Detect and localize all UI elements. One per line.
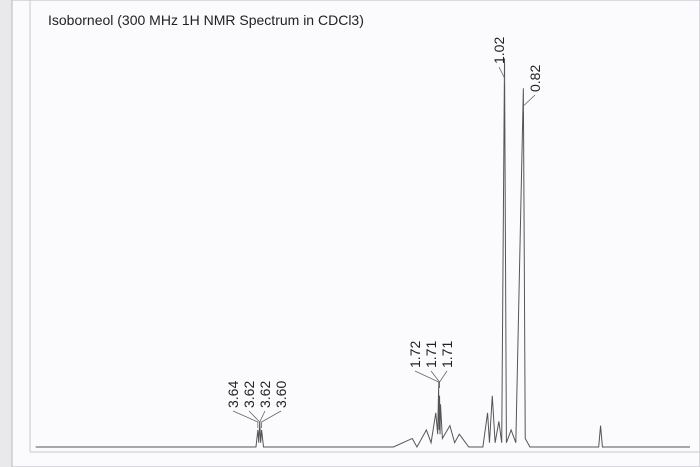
peak-leader bbox=[259, 410, 266, 428]
peak-leader bbox=[522, 94, 536, 112]
peak-leader bbox=[439, 370, 448, 388]
peak-label: 0.82 bbox=[527, 65, 543, 92]
peak-leader bbox=[261, 410, 282, 428]
plot-frame bbox=[11, 0, 700, 467]
peak-label: 1.02 bbox=[491, 37, 507, 64]
peak-leader bbox=[414, 370, 440, 388]
peak-label: 1.72 bbox=[407, 341, 423, 368]
peak-label: 1.71 bbox=[423, 341, 439, 368]
peak-leader bbox=[498, 66, 505, 84]
peak-label: 3.62 bbox=[241, 381, 257, 408]
peak-leader bbox=[232, 410, 259, 428]
peak-label: 1.71 bbox=[439, 341, 455, 368]
peak-label: 3.60 bbox=[273, 381, 289, 408]
peak-label: 3.62 bbox=[257, 381, 273, 408]
spectrum-trace bbox=[35, 58, 690, 449]
chart-title: Isoborneol (300 MHz 1H NMR Spectrum in C… bbox=[48, 12, 364, 28]
peak-label: 3.64 bbox=[225, 381, 241, 408]
